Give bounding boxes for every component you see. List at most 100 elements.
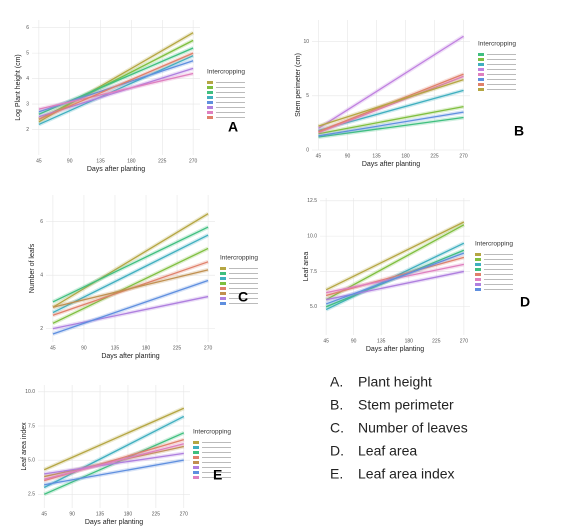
x-tick-label: 90 <box>351 338 357 344</box>
regression-line <box>38 72 194 110</box>
legend-title: Intercropping <box>478 41 516 48</box>
legend-swatch <box>193 471 199 474</box>
y-tick-label: 2 <box>26 127 29 133</box>
x-tick-label: 135 <box>377 338 386 344</box>
regression-line <box>325 252 465 305</box>
y-tick-label: 10.0 <box>307 233 317 239</box>
y-tick-label: 2 <box>40 326 43 332</box>
regression-line <box>318 75 464 134</box>
regression-line <box>44 459 184 486</box>
plot-area <box>320 198 470 335</box>
key-label: Number of leaves <box>358 420 468 436</box>
legend-swatch <box>207 111 213 114</box>
legend-title: Intercropping <box>220 255 258 262</box>
legend-swatch <box>207 116 213 119</box>
x-tick-label: 135 <box>372 153 381 159</box>
y-axis-label: Log Plant height (cm) <box>15 54 22 121</box>
key-label: Leaf area <box>358 443 417 459</box>
x-tick-label: 225 <box>158 158 167 164</box>
regression-line <box>318 116 464 138</box>
key-letter: E. <box>330 466 343 482</box>
x-tick-label: 180 <box>142 345 151 351</box>
legend-swatch <box>193 461 199 464</box>
x-tick-label: 225 <box>430 153 439 159</box>
regression-line <box>52 234 209 314</box>
legend-swatch <box>193 476 199 479</box>
y-tick-label: 3 <box>26 101 29 107</box>
legend-swatch <box>220 302 226 305</box>
legend-swatch <box>478 58 484 61</box>
x-tick-label: 90 <box>67 158 73 164</box>
regression-line <box>52 295 209 330</box>
key-label: Stem perimeter <box>358 397 454 413</box>
legend-swatch <box>207 86 213 89</box>
legend-swatch <box>220 277 226 280</box>
y-tick-label: 5 <box>306 93 309 99</box>
x-tick-label: 180 <box>127 158 136 164</box>
regression-line <box>52 213 209 308</box>
regression-line <box>318 111 464 137</box>
regression-line <box>52 247 209 324</box>
x-tick-label: 225 <box>152 511 161 517</box>
panel-letter: E <box>213 467 222 483</box>
legend-swatch <box>207 106 213 109</box>
x-tick-label: 180 <box>124 511 133 517</box>
panel: 2.5 5.0 7.5 10.0 45 90 135 180 225 270 Days after … <box>21 385 231 526</box>
x-axis-label: Days after planting <box>362 161 420 168</box>
x-tick-label: 225 <box>432 338 441 344</box>
legend-swatch <box>475 253 481 256</box>
key-letter: D. <box>330 443 344 459</box>
legend-swatch <box>475 288 481 291</box>
y-tick-label: 4 <box>26 76 29 82</box>
regression-line <box>38 52 194 120</box>
y-tick-label: 10.0 <box>25 389 35 395</box>
y-axis-label: Stem perimeter (cm) <box>295 53 302 117</box>
legend-swatch <box>220 272 226 275</box>
regression-line <box>52 269 209 308</box>
y-axis-label: Number of leafs <box>29 243 36 293</box>
x-tick-label: 270 <box>189 158 198 164</box>
y-tick-label: 0 <box>306 147 309 153</box>
panel: 5.0 7.5 10.0 12.5 45 90 135 180 225 270 Days after… <box>303 198 530 353</box>
x-tick-label: 270 <box>459 153 468 159</box>
y-axis-label: Leaf area <box>303 252 310 282</box>
legend-swatch <box>475 263 481 266</box>
legend-swatch <box>475 278 481 281</box>
legend-swatch <box>475 258 481 261</box>
regression-line <box>52 279 209 335</box>
plot-area <box>38 385 190 508</box>
x-tick-label: 90 <box>345 153 351 159</box>
x-tick-label: 135 <box>96 158 105 164</box>
regression-line <box>325 221 465 291</box>
legend-swatch <box>478 88 484 91</box>
legend-swatch <box>207 81 213 84</box>
legend-swatch <box>220 267 226 270</box>
legend-swatch <box>193 451 199 454</box>
x-tick-label: 135 <box>96 511 105 517</box>
key-label: Plant height <box>358 374 432 390</box>
y-tick-label: 7.5 <box>28 423 35 429</box>
legend-swatch <box>207 101 213 104</box>
regression-line <box>52 226 209 303</box>
legend-swatch <box>207 91 213 94</box>
key-letter: B. <box>330 397 343 413</box>
y-tick-label: 12.5 <box>307 198 317 204</box>
legend-title: Intercropping <box>193 429 231 436</box>
legend-swatch <box>220 292 226 295</box>
x-tick-label: 45 <box>323 338 329 344</box>
x-axis-label: Days after planting <box>366 346 424 353</box>
x-tick-label: 45 <box>41 511 47 517</box>
panel: 2 4 6 45 90 135 180 225 270 Days after planting Nu… <box>29 195 258 360</box>
legend-swatch <box>478 53 484 56</box>
legend-swatch <box>478 83 484 86</box>
x-tick-label: 90 <box>69 511 75 517</box>
y-tick-label: 2.5 <box>28 492 35 498</box>
y-axis-label: Leaf area index <box>21 422 28 471</box>
panel-letter: A <box>228 119 238 135</box>
regression-line <box>38 32 194 123</box>
panel-letter: D <box>520 294 530 310</box>
regression-line <box>38 39 194 120</box>
legend-swatch <box>193 456 199 459</box>
key-letter: A. <box>330 374 343 390</box>
